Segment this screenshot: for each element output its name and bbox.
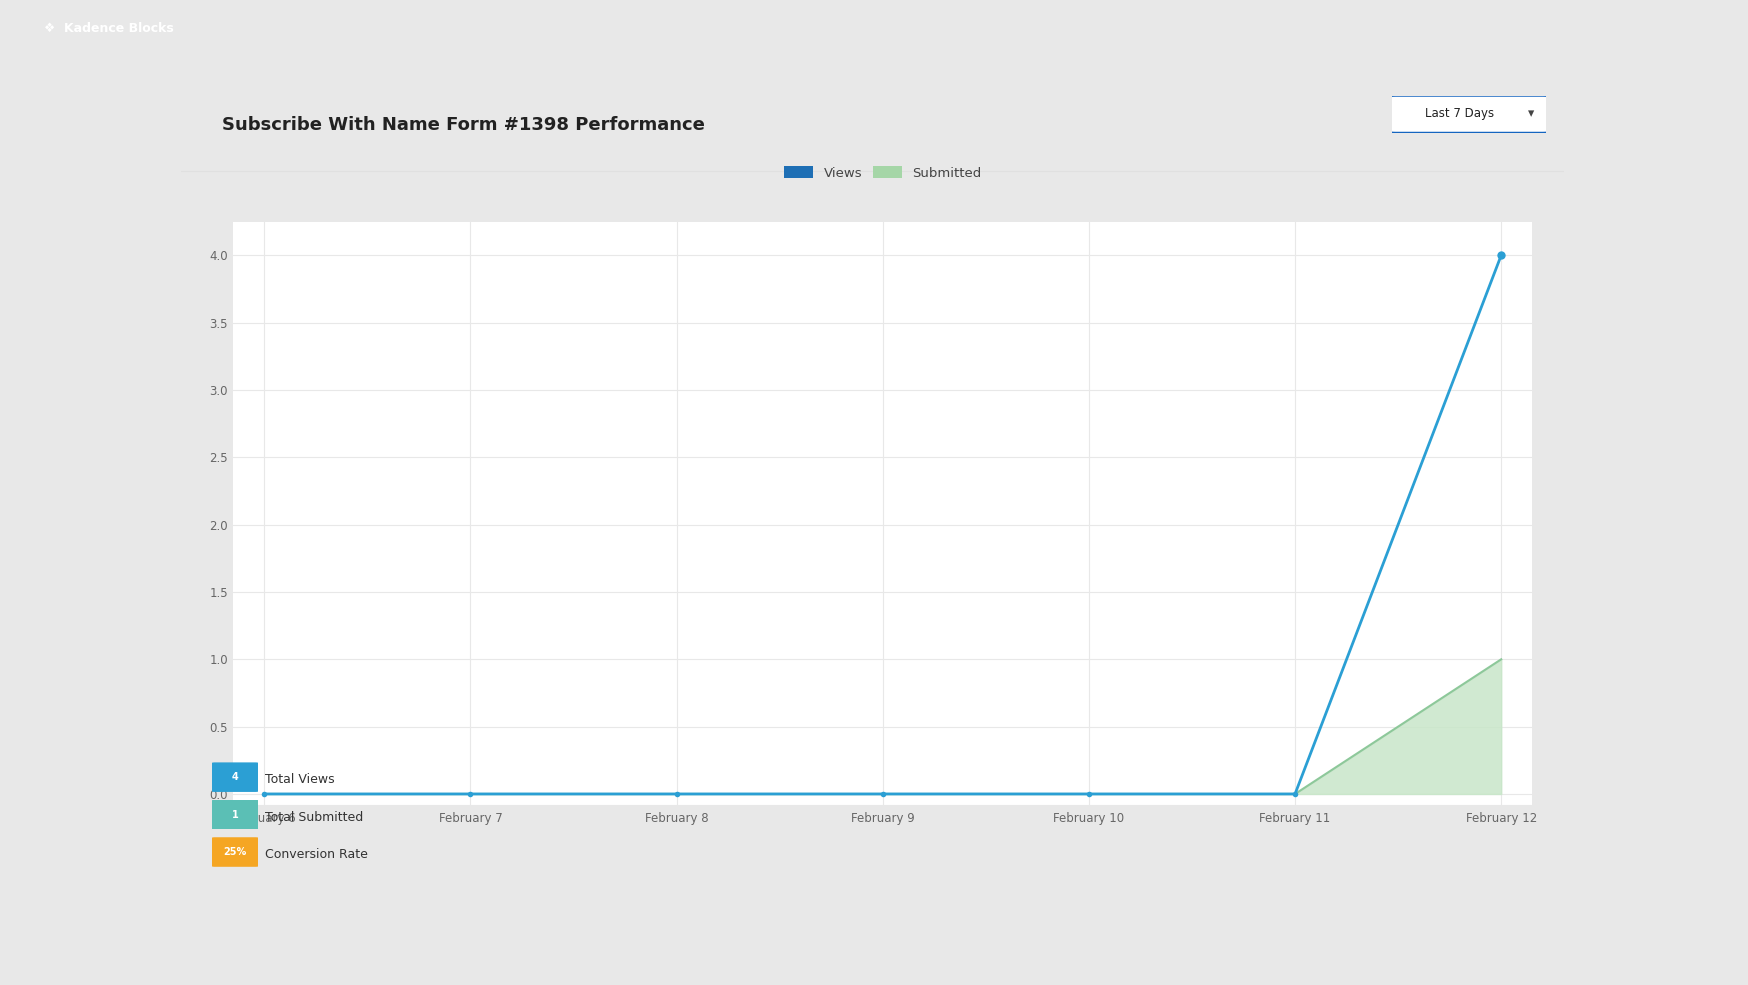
FancyBboxPatch shape (210, 762, 260, 792)
Text: Total Views: Total Views (266, 773, 334, 786)
Text: ❖  Kadence Blocks: ❖ Kadence Blocks (44, 22, 173, 34)
Text: 25%: 25% (224, 847, 246, 857)
Text: Conversion Rate: Conversion Rate (266, 848, 367, 861)
Text: Last 7 Days: Last 7 Days (1425, 107, 1495, 120)
Text: ▾: ▾ (1528, 107, 1533, 120)
Text: Total Submitted: Total Submitted (266, 811, 364, 823)
Text: 1: 1 (232, 810, 238, 820)
Text: Subscribe With Name Form #1398 Performance: Subscribe With Name Form #1398 Performan… (222, 115, 704, 134)
Text: 4: 4 (232, 772, 238, 782)
FancyBboxPatch shape (210, 837, 260, 867)
FancyBboxPatch shape (1390, 96, 1549, 133)
Legend: Views, Submitted: Views, Submitted (778, 162, 988, 185)
FancyBboxPatch shape (210, 800, 260, 829)
